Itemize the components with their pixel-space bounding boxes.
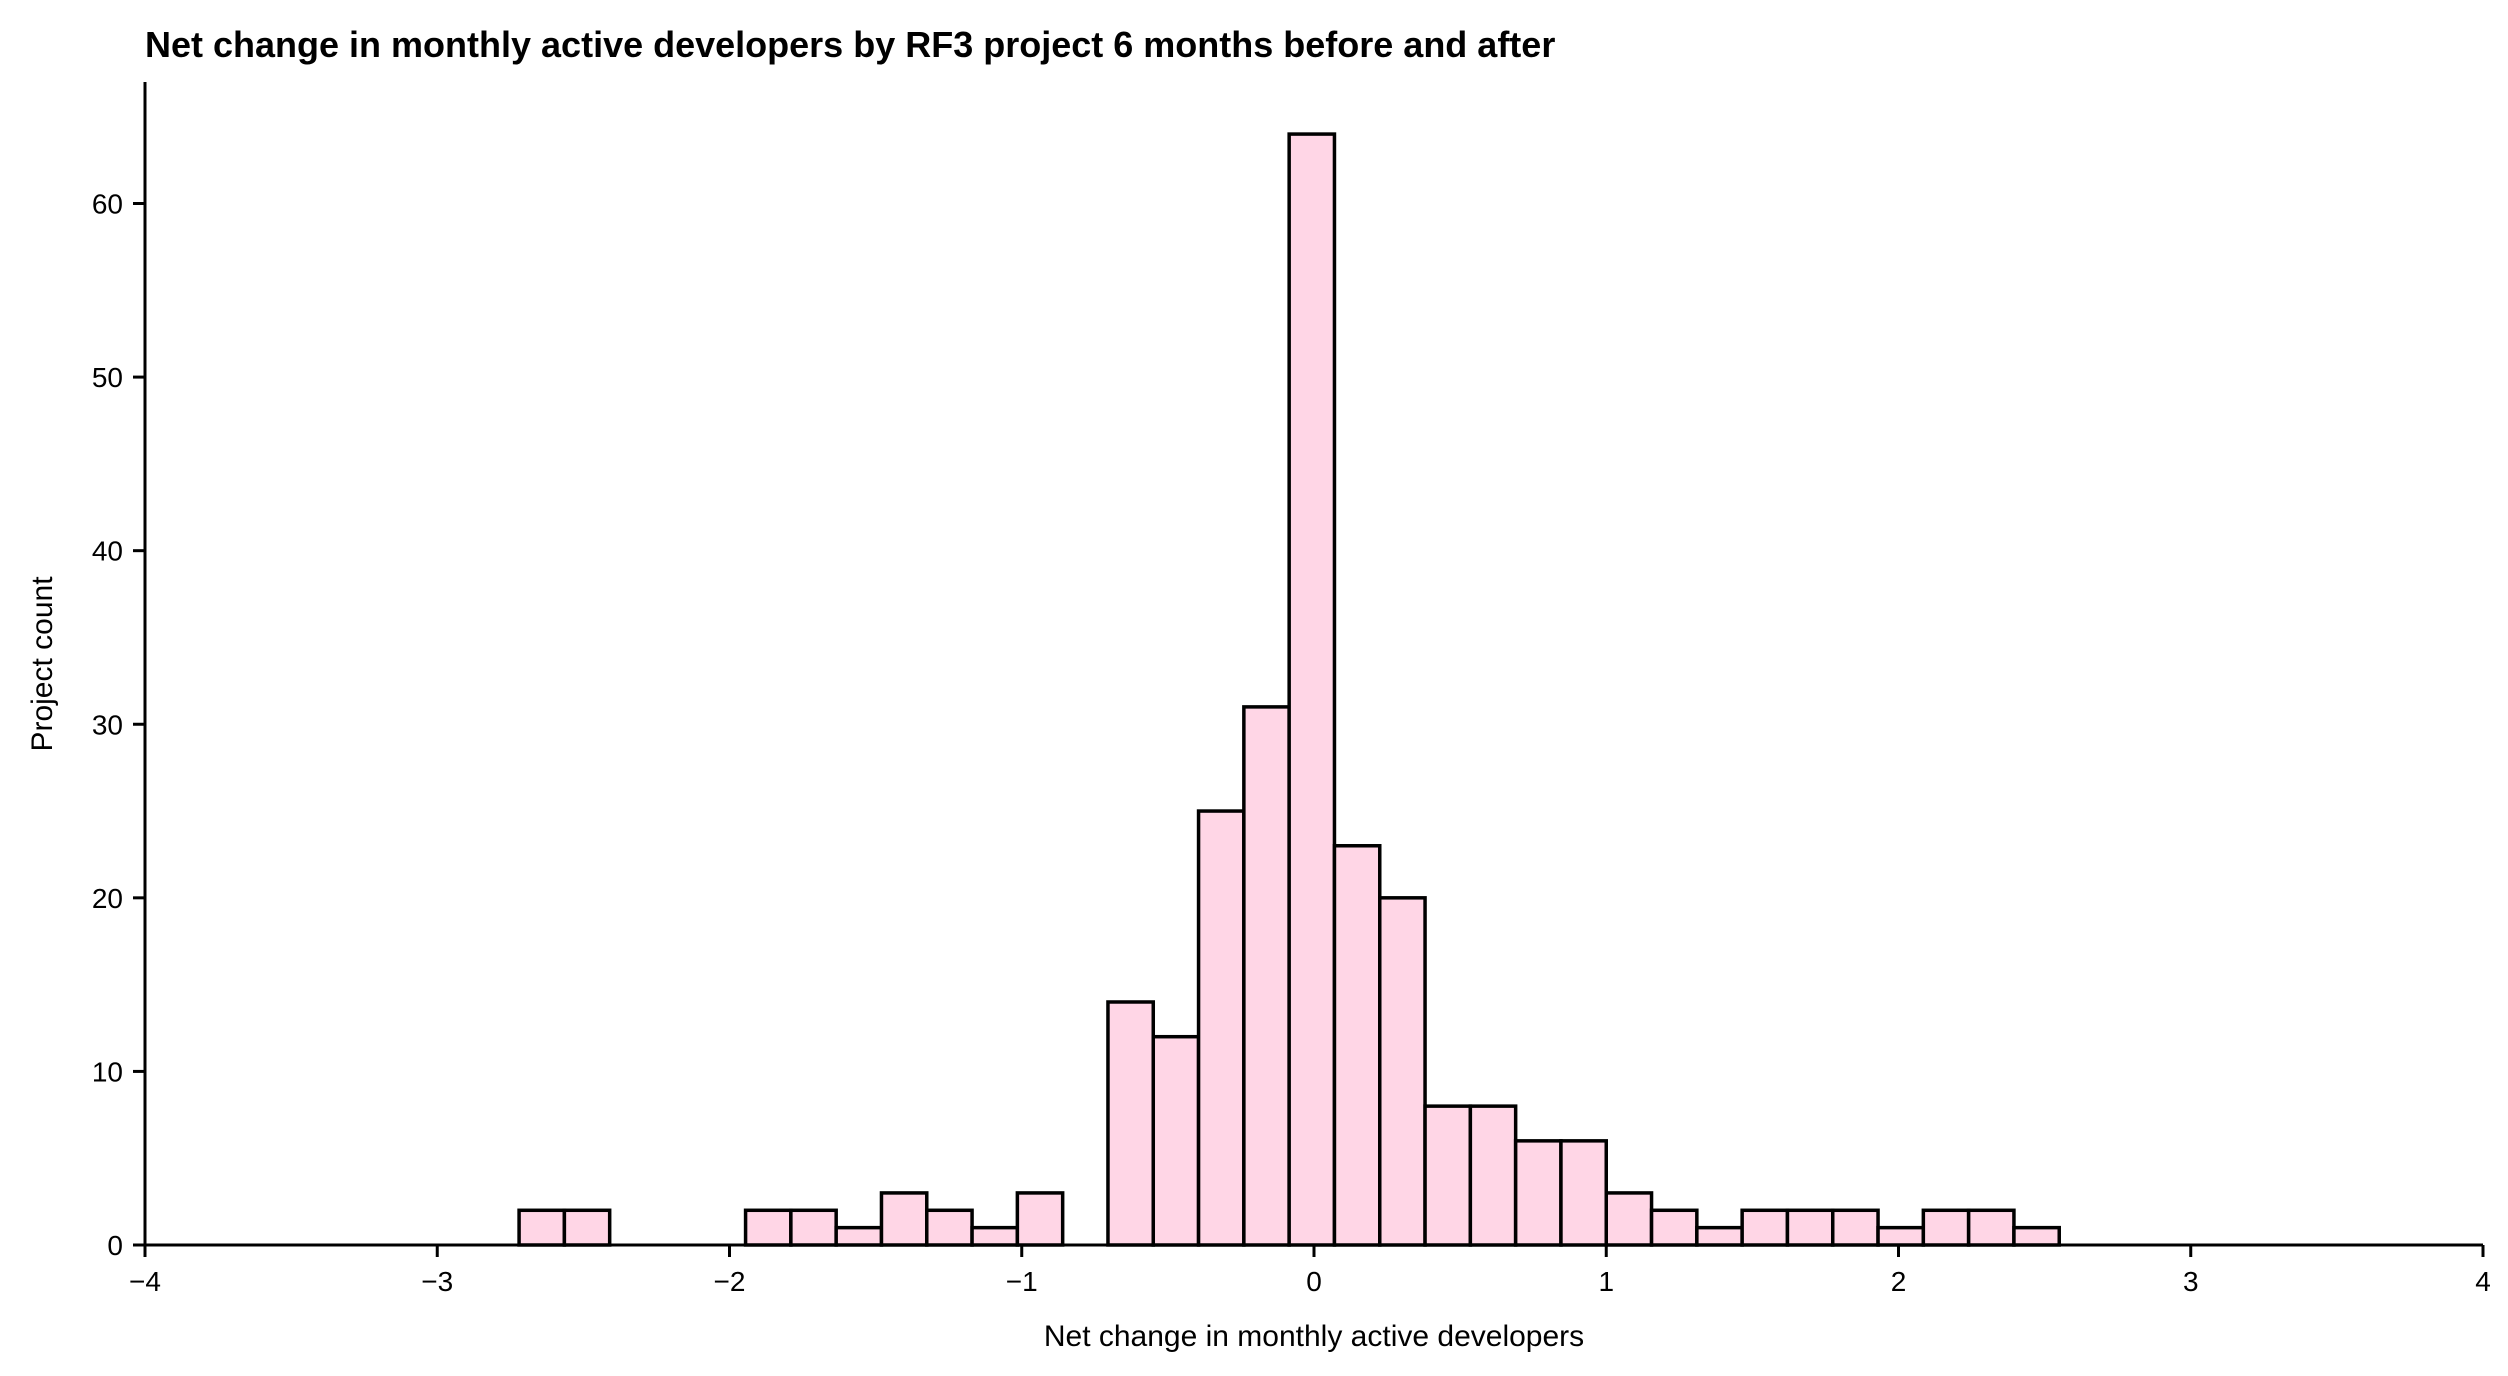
histogram-bar: [1830, 1208, 1880, 1247]
bars-group: [517, 132, 2061, 1247]
histogram-bar: [1513, 1139, 1563, 1247]
x-tick-label: −1: [1006, 1266, 1038, 1297]
histogram-bar: [1287, 132, 1337, 1247]
y-tick-label: 30: [92, 709, 123, 740]
histogram-bar: [1559, 1139, 1609, 1247]
x-tick-label: −2: [714, 1266, 746, 1297]
histogram-bar: [879, 1191, 929, 1247]
x-tick-label: 4: [2475, 1266, 2491, 1297]
x-tick-label: 0: [1306, 1266, 1322, 1297]
histogram-bar: [2012, 1225, 2061, 1247]
x-tick-label: −4: [129, 1266, 161, 1297]
histogram-bar: [1242, 705, 1291, 1247]
histogram-bar: [1468, 1104, 1518, 1247]
chart-title: Net change in monthly active developers …: [145, 24, 1555, 65]
y-tick-label: 0: [107, 1230, 123, 1261]
histogram-bar: [743, 1208, 793, 1247]
y-tick-label: 50: [92, 362, 123, 393]
histogram-bar: [1740, 1208, 1790, 1247]
x-tick-label: 3: [2183, 1266, 2199, 1297]
histogram-bar: [1695, 1225, 1744, 1247]
y-ticks-group: 0 10 20 30 40 50 60: [92, 189, 145, 1261]
histogram-bar: [562, 1208, 612, 1247]
y-tick-label: 40: [92, 536, 123, 567]
histogram-bar: [834, 1225, 884, 1247]
histogram-bar: [1196, 809, 1246, 1247]
histogram-bar: [1015, 1191, 1065, 1247]
histogram-bar: [1649, 1208, 1699, 1247]
histogram-bar: [517, 1208, 567, 1247]
histogram-bar: [1378, 896, 1427, 1247]
histogram-bar: [1785, 1208, 1835, 1247]
histogram-bar: [1604, 1191, 1654, 1247]
x-tick-label: −3: [421, 1266, 453, 1297]
histogram-bar: [1332, 844, 1382, 1247]
y-axis-label: Project count: [26, 576, 59, 752]
histogram-bar: [1876, 1225, 1926, 1247]
y-tick-label: 60: [92, 189, 123, 220]
x-tick-label: 2: [1891, 1266, 1907, 1297]
histogram-bar: [1966, 1208, 2016, 1247]
histogram-bar: [789, 1208, 838, 1247]
histogram-bar: [1423, 1104, 1473, 1247]
x-ticks-group: −4 −3 −2 −1 0 1 2 3 4: [129, 1245, 2491, 1297]
y-tick-label: 10: [92, 1056, 123, 1087]
histogram-bar: [1921, 1208, 1971, 1247]
x-tick-label: 1: [1598, 1266, 1614, 1297]
y-tick-label: 20: [92, 883, 123, 914]
histogram-bar: [970, 1225, 1020, 1247]
histogram-bar: [1151, 1034, 1201, 1247]
histogram-bar: [925, 1208, 974, 1247]
x-axis-label: Net change in monthly active developers: [1044, 1320, 1584, 1353]
histogram-bar: [1106, 1000, 1156, 1247]
